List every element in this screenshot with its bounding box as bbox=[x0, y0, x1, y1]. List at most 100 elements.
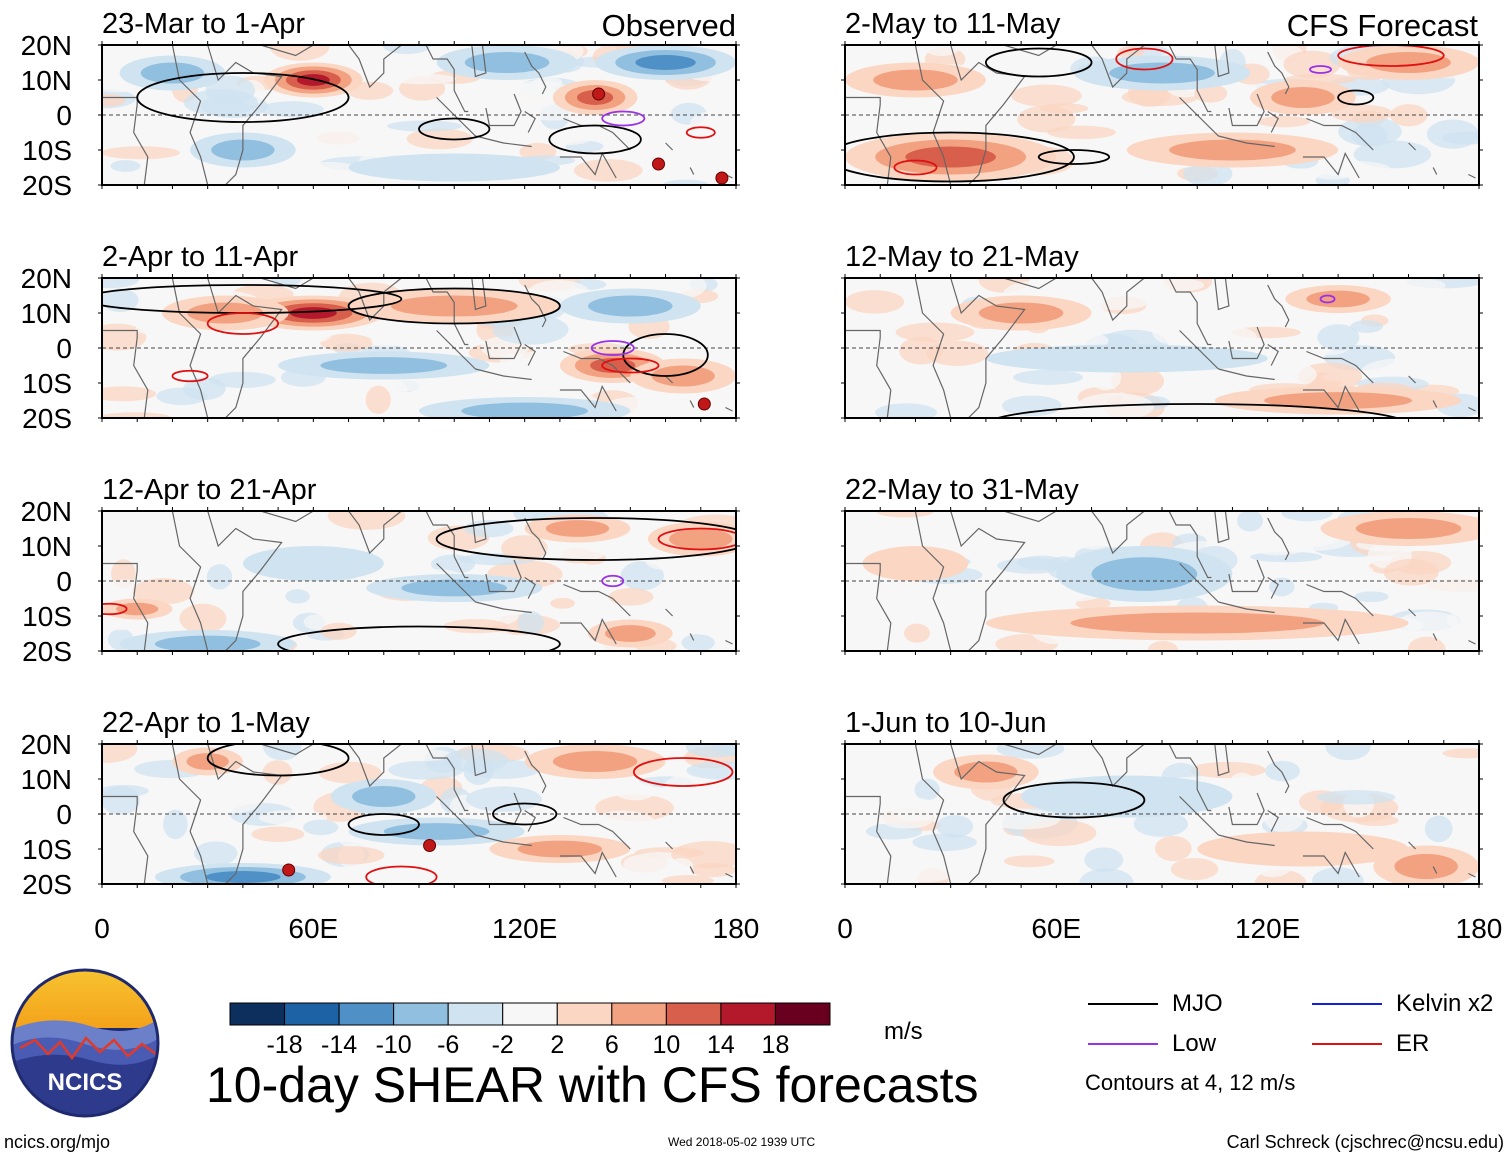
shear-cell bbox=[517, 610, 544, 635]
shear-cell bbox=[1330, 104, 1393, 123]
coastline bbox=[1267, 517, 1290, 561]
shear-anomaly bbox=[1366, 52, 1451, 73]
coastline bbox=[1168, 744, 1212, 812]
shear-cell bbox=[1128, 278, 1205, 293]
shear-cell bbox=[1170, 857, 1219, 881]
coastline bbox=[845, 329, 892, 418]
y-tick-label: 20N bbox=[21, 729, 72, 760]
shear-cell bbox=[631, 138, 681, 157]
cyclone-icon bbox=[697, 397, 711, 411]
shear-cell bbox=[483, 631, 520, 651]
panel-2: 2-Apr to 11-Apr 20N 10N 0 10S 20S bbox=[21, 241, 740, 434]
coastline bbox=[102, 562, 149, 651]
cyclone-icon bbox=[282, 863, 296, 877]
shear-cell bbox=[689, 108, 736, 139]
coastline bbox=[1306, 583, 1374, 617]
column-header-forecast: CFS Forecast bbox=[1287, 8, 1479, 43]
legend-mjo-swatch bbox=[1088, 1003, 1158, 1005]
y-tick-label: 20N bbox=[21, 30, 72, 61]
colorbar-swatch bbox=[447, 1002, 504, 1026]
panel-title: 22-Apr to 1-May bbox=[102, 707, 310, 739]
coastline bbox=[689, 866, 695, 874]
coastline bbox=[1168, 278, 1212, 346]
shear-cell bbox=[1079, 868, 1134, 884]
shear-cell bbox=[1147, 641, 1178, 651]
legend-low-label: Low bbox=[1172, 1030, 1217, 1057]
colorbar-tick-label: 10 bbox=[652, 1031, 680, 1059]
y-tick-label: 0 bbox=[56, 566, 72, 597]
x-tick-label: 180 bbox=[1456, 913, 1503, 944]
cyclone-icon bbox=[715, 171, 729, 185]
shear-cell bbox=[1325, 744, 1371, 761]
mjo-contour bbox=[548, 124, 642, 155]
shear-cell bbox=[292, 161, 366, 185]
colorbar-swatch bbox=[720, 1002, 776, 1026]
panel-title: 2-Apr to 11-Apr bbox=[102, 241, 298, 273]
coastline bbox=[260, 45, 314, 57]
coastline bbox=[1306, 117, 1374, 151]
coastline bbox=[1228, 326, 1265, 360]
shear-cell bbox=[110, 160, 141, 172]
colorbar-swatch bbox=[502, 1002, 558, 1026]
x-tick-label: 120E bbox=[492, 913, 557, 944]
shear-anomaly bbox=[978, 302, 1064, 324]
shear-cell bbox=[876, 511, 934, 518]
colorbar-tick-label: 6 bbox=[605, 1031, 619, 1059]
shear-cell bbox=[139, 538, 202, 561]
coastline bbox=[524, 51, 547, 95]
shear-cell bbox=[891, 797, 940, 822]
shear-cell bbox=[1111, 366, 1165, 396]
shear-cell bbox=[102, 176, 120, 185]
shear-anomaly bbox=[461, 402, 589, 418]
shear-anomaly bbox=[205, 871, 281, 883]
coastline bbox=[425, 278, 469, 346]
shear-anomaly bbox=[464, 52, 550, 73]
er-contour bbox=[601, 357, 660, 374]
x-tick-label: 60E bbox=[288, 913, 338, 944]
shear-cell bbox=[1281, 511, 1333, 522]
shear-cell bbox=[912, 833, 977, 852]
colorbar-units: m/s bbox=[884, 1018, 923, 1045]
panel-title: 2-May to 11-May bbox=[845, 8, 1061, 40]
coastline bbox=[1214, 278, 1230, 311]
shear-cell bbox=[550, 597, 576, 609]
shear-cell bbox=[1383, 558, 1439, 586]
coastline bbox=[102, 96, 149, 185]
shear-anomaly bbox=[954, 761, 1018, 783]
legend-mjo: MJO bbox=[1088, 990, 1223, 1018]
shear-cell bbox=[962, 532, 1006, 547]
footer-url[interactable]: ncics.org/mjo bbox=[4, 1132, 111, 1152]
x-tick-label: 180 bbox=[713, 913, 760, 944]
figure-title: 10-day SHEAR with CFS forecasts bbox=[206, 1057, 979, 1113]
coastline bbox=[475, 135, 532, 148]
coastline bbox=[475, 601, 532, 614]
shear-cell bbox=[179, 603, 227, 634]
shear-cell bbox=[371, 334, 401, 348]
y-tick-label: 20S bbox=[22, 403, 72, 434]
shear-cell bbox=[184, 118, 230, 138]
shear-cell bbox=[1154, 835, 1192, 862]
colorbar-swatch bbox=[556, 1002, 613, 1026]
shear-anomaly bbox=[186, 753, 229, 770]
shear-cell bbox=[662, 179, 709, 185]
shear-cell bbox=[1065, 332, 1109, 349]
shear-cell bbox=[914, 778, 940, 801]
shear-cell bbox=[668, 858, 694, 873]
shear-cell bbox=[845, 385, 877, 399]
coastline bbox=[171, 511, 209, 651]
shear-cell bbox=[1350, 320, 1384, 333]
shear-cell bbox=[499, 353, 527, 370]
shear-anomaly bbox=[1306, 290, 1370, 308]
shear-cell bbox=[896, 861, 956, 883]
coastline bbox=[559, 385, 617, 412]
mjo-contour bbox=[994, 403, 1400, 418]
shear-cell bbox=[327, 511, 406, 530]
panel-title: 1-Jun to 10-Jun bbox=[845, 707, 1047, 739]
shear-cell bbox=[1263, 803, 1304, 833]
cyclone-icon bbox=[652, 157, 666, 171]
coastline bbox=[260, 278, 314, 290]
coastline bbox=[1228, 792, 1265, 826]
shear-cell bbox=[171, 340, 196, 362]
colorbar-tick-label: 18 bbox=[762, 1031, 790, 1059]
